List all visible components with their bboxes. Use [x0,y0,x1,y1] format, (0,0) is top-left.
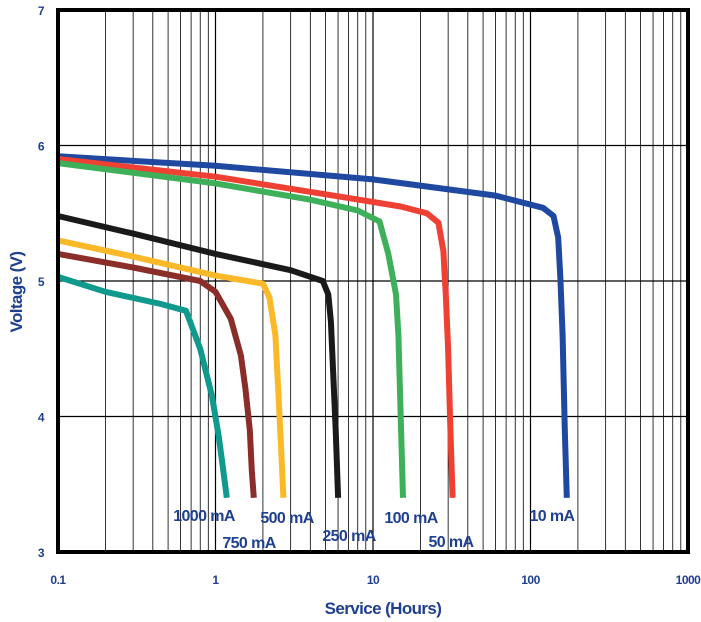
series-label: 100 mA [384,510,438,527]
y-tick-label: 7 [38,4,45,18]
series-label: 50 mA [428,534,474,551]
tick-labels: 0.1 1 10 100 1000 3 4 5 6 7 [38,4,701,587]
series-line-100-ma [57,160,406,498]
x-tick-label: 1 [212,573,219,587]
x-tick-label: 0.1 [50,573,66,587]
series-line-500-ma [57,237,287,498]
y-tick-label: 4 [38,411,45,425]
series-label: 250 mA [322,528,376,545]
series-line-50-ma [57,156,456,498]
y-tick-label: 5 [38,275,45,289]
series-label: 750 mA [222,535,276,552]
series-lines [57,153,570,499]
series-line-750-ma [57,250,257,499]
series-label: 1000 mA [173,508,236,525]
series-line-1000-ma [57,274,230,499]
x-tick-label: 1000 [676,573,701,587]
series-labels: 1000 mA 750 mA 500 mA 250 mA 100 mA 50 mA 10 m… [173,508,576,552]
x-tick-label: 10 [367,573,380,587]
y-axis-title: Voltage (V) [7,252,26,333]
plot-frame [56,8,690,554]
y-tick-label: 3 [38,546,45,560]
x-axis-title: Service (Hours) [325,599,442,618]
series-line-10-ma [57,153,570,498]
series-label: 10 mA [529,508,575,525]
grid-lines [58,10,688,552]
x-tick-label: 100 [521,573,540,587]
series-line-250-ma [57,213,342,498]
y-tick-label: 6 [38,140,45,154]
series-label: 500 mA [260,510,314,527]
